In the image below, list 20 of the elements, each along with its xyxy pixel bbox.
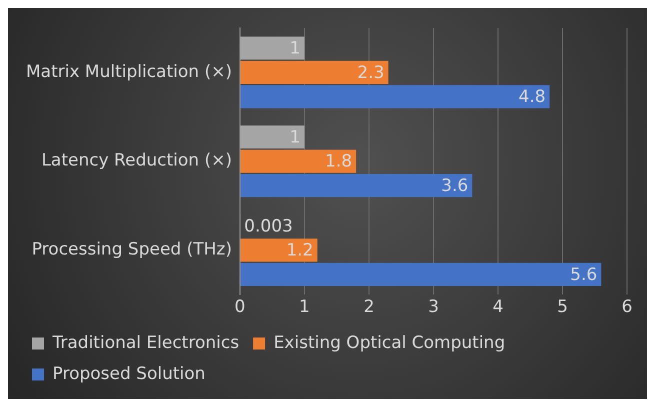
data-label: 1.8 bbox=[325, 152, 352, 172]
x-tick-label: 2 bbox=[364, 297, 374, 318]
legend-label: Traditional Electronics bbox=[52, 332, 240, 353]
y-tick-label: Matrix Multiplication (×) bbox=[26, 62, 232, 82]
y-tick-label: Processing Speed (THz) bbox=[32, 240, 232, 260]
x-tick-label: 1 bbox=[299, 297, 310, 318]
x-tick-label: 3 bbox=[428, 297, 439, 318]
legend-label: Proposed Solution bbox=[52, 364, 206, 384]
data-label: 4.8 bbox=[518, 87, 546, 108]
x-tick-label: 5 bbox=[557, 297, 568, 318]
data-label: 5.6 bbox=[570, 264, 598, 285]
x-tick-label: 4 bbox=[492, 297, 504, 318]
x-tick-label: 6 bbox=[622, 297, 632, 318]
data-label: 1.2 bbox=[286, 240, 314, 261]
legend-label: Existing Optical Computing bbox=[274, 332, 506, 353]
data-label: 2.3 bbox=[357, 62, 384, 83]
data-label: 3.6 bbox=[441, 176, 468, 196]
data-label: 0.003 bbox=[244, 216, 293, 236]
x-tick-label: 0 bbox=[234, 297, 246, 318]
y-tick-label: Latency Reduction (×) bbox=[41, 150, 232, 171]
